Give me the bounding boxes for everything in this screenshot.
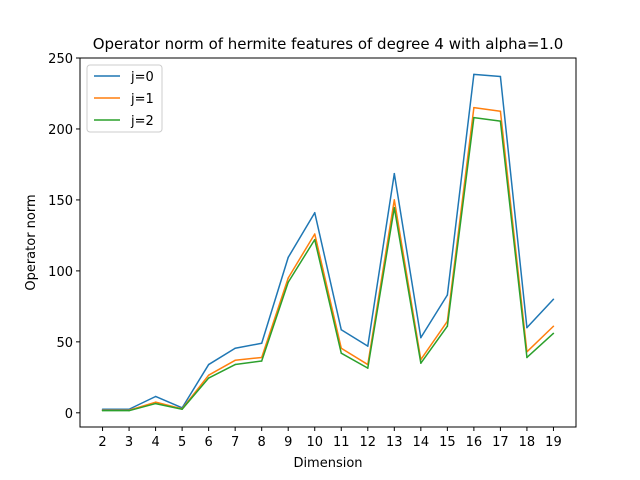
chart-title: Operator norm of hermite features of deg… [93,35,564,53]
data-point-j2 [473,116,475,119]
data-point-j2 [181,408,183,411]
data-point-j0 [499,75,502,78]
data-point-j1 [234,359,236,362]
data-point-j0 [287,256,289,259]
data-point-j2 [234,363,236,366]
data-point-j0 [420,336,422,339]
data-point-j0 [552,298,555,301]
x-tick-label: 2 [98,435,106,450]
data-point-j0 [526,326,528,329]
data-point-j0 [340,329,343,331]
y-axis: 0 50 100 150 200 250 [48,52,80,422]
data-point-j1 [552,325,555,327]
series-line-j1 [102,106,554,411]
y-tick-label: 0 [65,407,73,422]
y-axis-label: Operator norm [24,194,39,290]
data-point-j2 [340,352,343,354]
data-point-j2 [101,409,104,412]
x-tick-label: 7 [231,435,239,450]
x-tick-label: 12 [360,435,377,450]
x-tick-label: 5 [178,435,186,450]
legend-label: j=2 [130,114,154,129]
series-line-j2 [102,116,554,412]
data-point-j2 [367,367,369,369]
legend-label: j=1 [130,92,154,107]
plot-area-frame [79,57,577,428]
y-tick-label: 50 [56,336,73,351]
y-tick-label: 250 [48,52,73,67]
series-line-j0 [102,73,554,411]
data-point-j2 [552,332,555,335]
data-point-j1 [499,110,502,112]
data-point-j1 [154,401,157,403]
series-layer [101,73,555,412]
data-point-j0 [260,342,263,345]
data-point-j2 [420,362,422,364]
x-tick-label: 13 [386,435,403,450]
data-point-j2 [154,402,157,405]
legend: j=0 j=1 j=2 [86,64,163,133]
data-point-j2 [313,238,316,241]
x-tick-label: 15 [439,435,456,450]
x-tick-label: 17 [492,435,509,450]
legend-frame [86,64,163,133]
data-point-j0 [393,172,396,175]
data-point-j0 [234,347,236,349]
y-tick-label: 150 [48,194,73,209]
data-point-j0 [446,294,449,296]
data-point-j0 [207,363,210,366]
x-tick-label: 9 [284,435,292,450]
x-tick-label: 3 [125,435,133,450]
data-point-j0 [473,73,475,76]
x-tick-label: 19 [545,435,562,450]
data-point-j2 [287,281,289,283]
data-point-j0 [367,345,369,347]
data-point-j1 [287,277,289,279]
x-tick-label: 18 [519,435,536,450]
x-tick-label: 16 [466,435,483,450]
data-point-j2 [207,377,210,379]
x-tick-label: 14 [413,435,430,450]
legend-label: j=0 [130,70,154,85]
data-point-j2 [393,206,396,209]
data-point-j0 [313,211,316,214]
y-tick-label: 200 [48,123,73,138]
data-point-j2 [260,360,263,362]
data-point-j2 [526,356,528,359]
x-axis: 2 3 4 5 6 7 8 9 10 11 12 13 14 15 16 17 18 19 [98,427,562,450]
data-point-j1 [393,199,396,201]
x-axis-label: Dimension [293,456,362,471]
data-point-j0 [154,395,157,398]
data-point-j1 [207,374,210,376]
data-point-j1 [473,106,475,109]
data-point-j2 [499,120,502,122]
x-tick-label: 8 [258,435,266,450]
data-point-j1 [313,233,316,235]
x-tick-label: 10 [306,435,323,450]
x-tick-label: 4 [151,435,159,450]
x-tick-label: 6 [205,435,213,450]
y-tick-label: 100 [48,265,73,280]
x-tick-label: 11 [333,435,350,450]
data-point-j2 [128,409,130,412]
data-point-j2 [446,325,449,327]
